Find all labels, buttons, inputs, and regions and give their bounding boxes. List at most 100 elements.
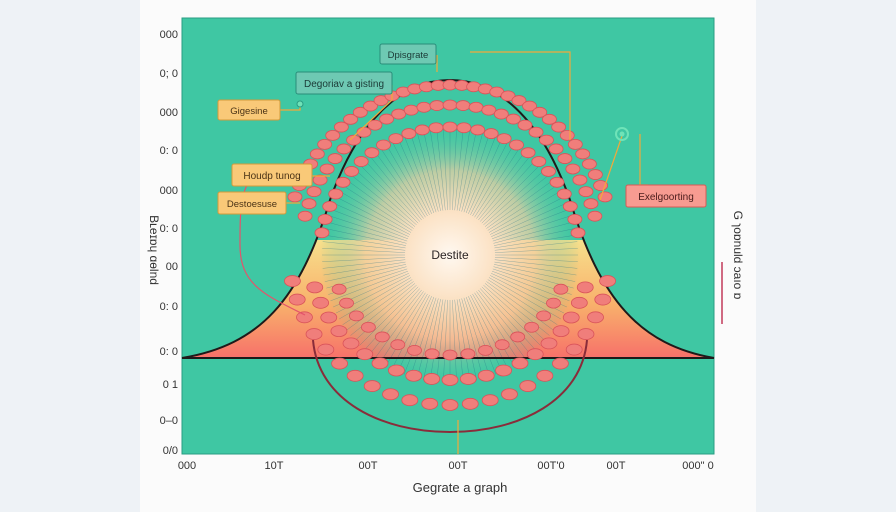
bead bbox=[348, 310, 364, 322]
bead bbox=[456, 122, 472, 134]
bead bbox=[317, 213, 333, 225]
bead bbox=[500, 90, 516, 102]
bead bbox=[376, 139, 391, 151]
bead bbox=[522, 100, 537, 112]
bead bbox=[305, 328, 323, 340]
x-tick-label: 000 bbox=[178, 460, 196, 472]
bead bbox=[468, 101, 484, 113]
bead bbox=[546, 297, 561, 309]
bead bbox=[552, 325, 570, 337]
bead bbox=[331, 283, 347, 295]
bead bbox=[570, 296, 588, 309]
bead bbox=[328, 188, 344, 200]
callout-orange-2-box bbox=[231, 163, 313, 187]
y-tick-label: 0/0 bbox=[163, 445, 178, 457]
bead bbox=[510, 331, 526, 343]
bead bbox=[442, 349, 458, 361]
lower-loop bbox=[312, 339, 588, 434]
y-tick-label: 00 bbox=[166, 261, 178, 273]
bead bbox=[327, 153, 343, 164]
bead bbox=[520, 147, 536, 159]
bead bbox=[562, 201, 578, 212]
bead bbox=[578, 186, 594, 198]
callout-pink-right-box bbox=[625, 184, 707, 208]
bead bbox=[390, 339, 406, 351]
center-glow bbox=[320, 125, 580, 385]
y-tick-label: 0: 0 bbox=[160, 301, 178, 313]
bead bbox=[320, 311, 338, 324]
bead bbox=[551, 121, 567, 133]
bead bbox=[509, 139, 524, 151]
bead bbox=[312, 174, 328, 186]
bead bbox=[309, 148, 325, 160]
bead bbox=[511, 357, 529, 370]
bead bbox=[536, 369, 554, 382]
bead bbox=[317, 343, 335, 356]
bead-rings bbox=[284, 79, 616, 411]
bead bbox=[552, 357, 569, 370]
bead bbox=[496, 133, 512, 145]
y-axis-ticks: 000 0; 0 000 0: 0 000 0: 0 00 0: 0 0: 0 0 1 0–0 0/0 bbox=[160, 29, 178, 457]
bead bbox=[405, 369, 423, 382]
bead bbox=[442, 99, 458, 111]
x-axis-ticks: 000 10T 00T 00T 00T'0 00T 000" 0 bbox=[178, 460, 714, 472]
bead bbox=[346, 134, 361, 146]
y-tick-label: 000 bbox=[160, 107, 178, 119]
bead bbox=[599, 275, 616, 287]
bead bbox=[559, 130, 575, 141]
bead bbox=[335, 176, 351, 188]
bead bbox=[556, 188, 572, 200]
callout-pink-right: Exelgoorting bbox=[638, 192, 694, 203]
bead bbox=[331, 357, 348, 370]
bead bbox=[511, 95, 527, 106]
left-axis-label: Bʟeɪɒɥ ɑɵlnd bbox=[147, 215, 161, 285]
x-tick-label: 000" 0 bbox=[682, 460, 713, 472]
bead bbox=[346, 369, 364, 382]
callout-orange-3-box bbox=[217, 191, 287, 215]
bead bbox=[567, 213, 583, 225]
bead bbox=[541, 166, 556, 177]
bead bbox=[339, 297, 354, 309]
bead bbox=[352, 106, 368, 118]
y-tick-label: 000 bbox=[160, 185, 178, 197]
x-tick-label: 10T bbox=[265, 460, 284, 472]
bead bbox=[441, 399, 459, 411]
x-axis-title: Gegrate a graph bbox=[413, 480, 508, 495]
bead bbox=[570, 227, 586, 239]
bead bbox=[361, 321, 376, 333]
bead bbox=[594, 293, 612, 306]
bead bbox=[322, 201, 338, 212]
y-tick-label: 0: 0 bbox=[160, 346, 178, 358]
bead bbox=[548, 143, 564, 155]
right-axis-label: G ɿoɒnuld ɔaıo ɒ bbox=[731, 211, 745, 300]
bead bbox=[312, 296, 330, 309]
bead bbox=[577, 328, 595, 340]
callout-top-box bbox=[379, 43, 437, 65]
bead bbox=[531, 156, 547, 167]
callout-teal-left-box bbox=[295, 71, 393, 95]
bead bbox=[403, 104, 419, 116]
bead bbox=[301, 198, 317, 210]
bead bbox=[481, 104, 497, 116]
bead bbox=[553, 283, 569, 295]
bead bbox=[565, 343, 583, 356]
bead bbox=[414, 124, 430, 136]
x-tick-label: 00T bbox=[449, 460, 468, 472]
bead bbox=[325, 130, 341, 141]
callout-orange-1: Gigesine bbox=[230, 106, 268, 117]
bead bbox=[388, 133, 404, 145]
center-label: Destite bbox=[431, 248, 469, 262]
callout-orange-3: Destoesuse bbox=[227, 199, 277, 210]
bead bbox=[306, 186, 322, 198]
bead bbox=[423, 373, 441, 385]
bead bbox=[373, 95, 389, 106]
bead bbox=[314, 227, 330, 239]
bead bbox=[364, 147, 380, 159]
bead bbox=[470, 124, 486, 136]
bead bbox=[344, 166, 359, 177]
bead bbox=[532, 106, 548, 118]
bead bbox=[501, 388, 518, 401]
y-tick-label: 0: 0 bbox=[160, 223, 178, 235]
bead bbox=[565, 163, 581, 175]
